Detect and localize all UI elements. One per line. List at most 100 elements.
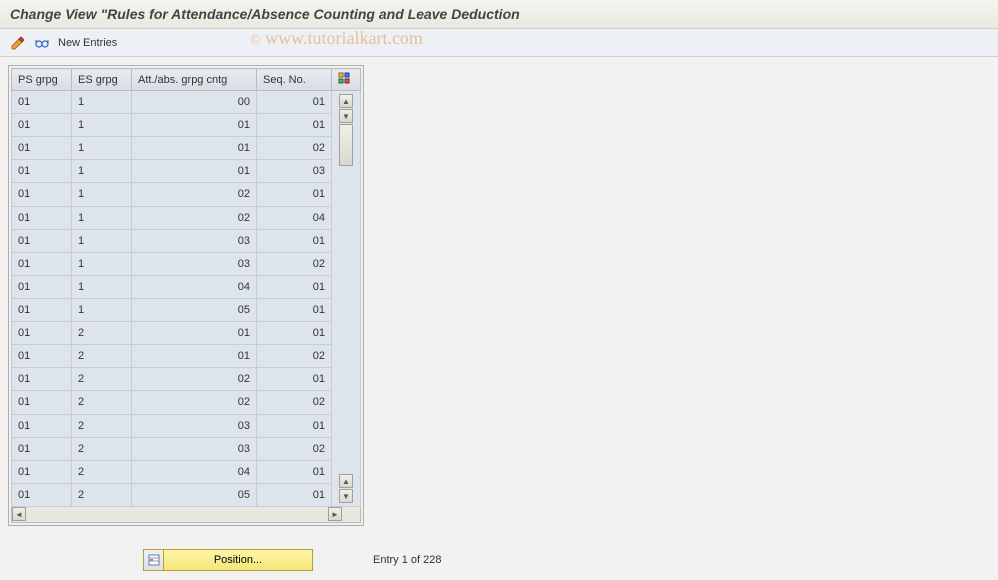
cell-seq[interactable]: 02 — [257, 345, 332, 368]
cell-es[interactable]: 2 — [72, 391, 132, 414]
cell-es[interactable]: 2 — [72, 483, 132, 506]
cell-att[interactable]: 01 — [132, 137, 257, 160]
table-row[interactable]: 0110201 — [12, 183, 361, 206]
table-row[interactable]: 0110103 — [12, 160, 361, 183]
cell-att[interactable]: 03 — [132, 229, 257, 252]
col-ps-grpg[interactable]: PS grpg — [12, 69, 72, 91]
cell-att[interactable]: 02 — [132, 206, 257, 229]
cell-es[interactable]: 2 — [72, 368, 132, 391]
cell-ps[interactable]: 01 — [12, 91, 72, 114]
table-row[interactable]: 0110501 — [12, 298, 361, 321]
cell-es[interactable]: 1 — [72, 183, 132, 206]
cell-seq[interactable]: 01 — [257, 368, 332, 391]
cell-seq[interactable]: 04 — [257, 206, 332, 229]
cell-seq[interactable]: 01 — [257, 322, 332, 345]
cell-ps[interactable]: 01 — [12, 483, 72, 506]
table-row[interactable]: 0110301 — [12, 229, 361, 252]
cell-seq[interactable]: 02 — [257, 252, 332, 275]
cell-seq[interactable]: 01 — [257, 183, 332, 206]
cell-es[interactable]: 1 — [72, 229, 132, 252]
config-column-header[interactable] — [332, 69, 361, 91]
cell-es[interactable]: 1 — [72, 160, 132, 183]
table-row[interactable]: 0110101 — [12, 114, 361, 137]
cell-seq[interactable]: 01 — [257, 229, 332, 252]
scroll-up-arrow-2[interactable]: ▲ — [339, 474, 353, 488]
cell-att[interactable]: 05 — [132, 483, 257, 506]
cell-seq[interactable]: 02 — [257, 391, 332, 414]
cell-es[interactable]: 1 — [72, 252, 132, 275]
table-row[interactable]: 0120501 — [12, 483, 361, 506]
table-row[interactable]: 0120102 — [12, 345, 361, 368]
cell-ps[interactable]: 01 — [12, 391, 72, 414]
cell-att[interactable]: 01 — [132, 345, 257, 368]
cell-es[interactable]: 2 — [72, 322, 132, 345]
cell-seq[interactable]: 03 — [257, 160, 332, 183]
scroll-down-arrow[interactable]: ▼ — [339, 109, 353, 123]
cell-att[interactable]: 01 — [132, 322, 257, 345]
cell-es[interactable]: 2 — [72, 345, 132, 368]
col-att-abs[interactable]: Att./abs. grpg cntg — [132, 69, 257, 91]
cell-seq[interactable]: 01 — [257, 460, 332, 483]
scroll-thumb[interactable] — [339, 124, 353, 166]
cell-es[interactable]: 2 — [72, 414, 132, 437]
cell-ps[interactable]: 01 — [12, 160, 72, 183]
cell-ps[interactable]: 01 — [12, 229, 72, 252]
cell-ps[interactable]: 01 — [12, 275, 72, 298]
cell-att[interactable]: 01 — [132, 114, 257, 137]
cell-ps[interactable]: 01 — [12, 252, 72, 275]
cell-seq[interactable]: 01 — [257, 414, 332, 437]
cell-ps[interactable]: 01 — [12, 206, 72, 229]
cell-es[interactable]: 1 — [72, 137, 132, 160]
cell-es[interactable]: 2 — [72, 460, 132, 483]
horizontal-scrollbar[interactable]: ◄ ► — [11, 507, 361, 523]
table-row[interactable]: 0120201 — [12, 368, 361, 391]
scroll-left-arrow[interactable]: ◄ — [12, 507, 26, 521]
cell-ps[interactable]: 01 — [12, 368, 72, 391]
cell-ps[interactable]: 01 — [12, 414, 72, 437]
cell-att[interactable]: 03 — [132, 252, 257, 275]
cell-att[interactable]: 02 — [132, 391, 257, 414]
cell-ps[interactable]: 01 — [12, 137, 72, 160]
cell-ps[interactable]: 01 — [12, 183, 72, 206]
table-row[interactable]: 0110102 — [12, 137, 361, 160]
cell-ps[interactable]: 01 — [12, 437, 72, 460]
cell-seq[interactable]: 01 — [257, 275, 332, 298]
cell-ps[interactable]: 01 — [12, 114, 72, 137]
cell-seq[interactable]: 02 — [257, 137, 332, 160]
table-row[interactable]: 0110401 — [12, 275, 361, 298]
cell-ps[interactable]: 01 — [12, 345, 72, 368]
table-row[interactable]: 0120301 — [12, 414, 361, 437]
cell-es[interactable]: 1 — [72, 275, 132, 298]
vertical-scrollbar[interactable]: ▲▼▲▼ — [332, 91, 361, 507]
cell-att[interactable]: 03 — [132, 414, 257, 437]
cell-att[interactable]: 03 — [132, 437, 257, 460]
cell-ps[interactable]: 01 — [12, 298, 72, 321]
col-es-grpg[interactable]: ES grpg — [72, 69, 132, 91]
cell-att[interactable]: 00 — [132, 91, 257, 114]
table-row[interactable]: 0120101 — [12, 322, 361, 345]
scroll-right-arrow[interactable]: ► — [328, 507, 342, 521]
cell-ps[interactable]: 01 — [12, 460, 72, 483]
table-row[interactable]: 0120302 — [12, 437, 361, 460]
table-row[interactable]: 0120202 — [12, 391, 361, 414]
cell-seq[interactable]: 01 — [257, 114, 332, 137]
cell-att[interactable]: 02 — [132, 368, 257, 391]
scroll-up-arrow[interactable]: ▲ — [339, 94, 353, 108]
cell-seq[interactable]: 01 — [257, 91, 332, 114]
col-seq-no[interactable]: Seq. No. — [257, 69, 332, 91]
cell-ps[interactable]: 01 — [12, 322, 72, 345]
cell-es[interactable]: 1 — [72, 114, 132, 137]
table-row[interactable]: 0120401 — [12, 460, 361, 483]
cell-es[interactable]: 1 — [72, 91, 132, 114]
cell-es[interactable]: 2 — [72, 437, 132, 460]
cell-seq[interactable]: 01 — [257, 483, 332, 506]
cell-att[interactable]: 01 — [132, 160, 257, 183]
cell-att[interactable]: 04 — [132, 275, 257, 298]
table-row[interactable]: 0110204 — [12, 206, 361, 229]
scroll-down-arrow-2[interactable]: ▼ — [339, 489, 353, 503]
cell-att[interactable]: 02 — [132, 183, 257, 206]
change-icon[interactable] — [10, 35, 26, 51]
glasses-icon[interactable] — [34, 35, 50, 51]
cell-es[interactable]: 1 — [72, 298, 132, 321]
position-button[interactable]: Position... — [143, 549, 313, 571]
